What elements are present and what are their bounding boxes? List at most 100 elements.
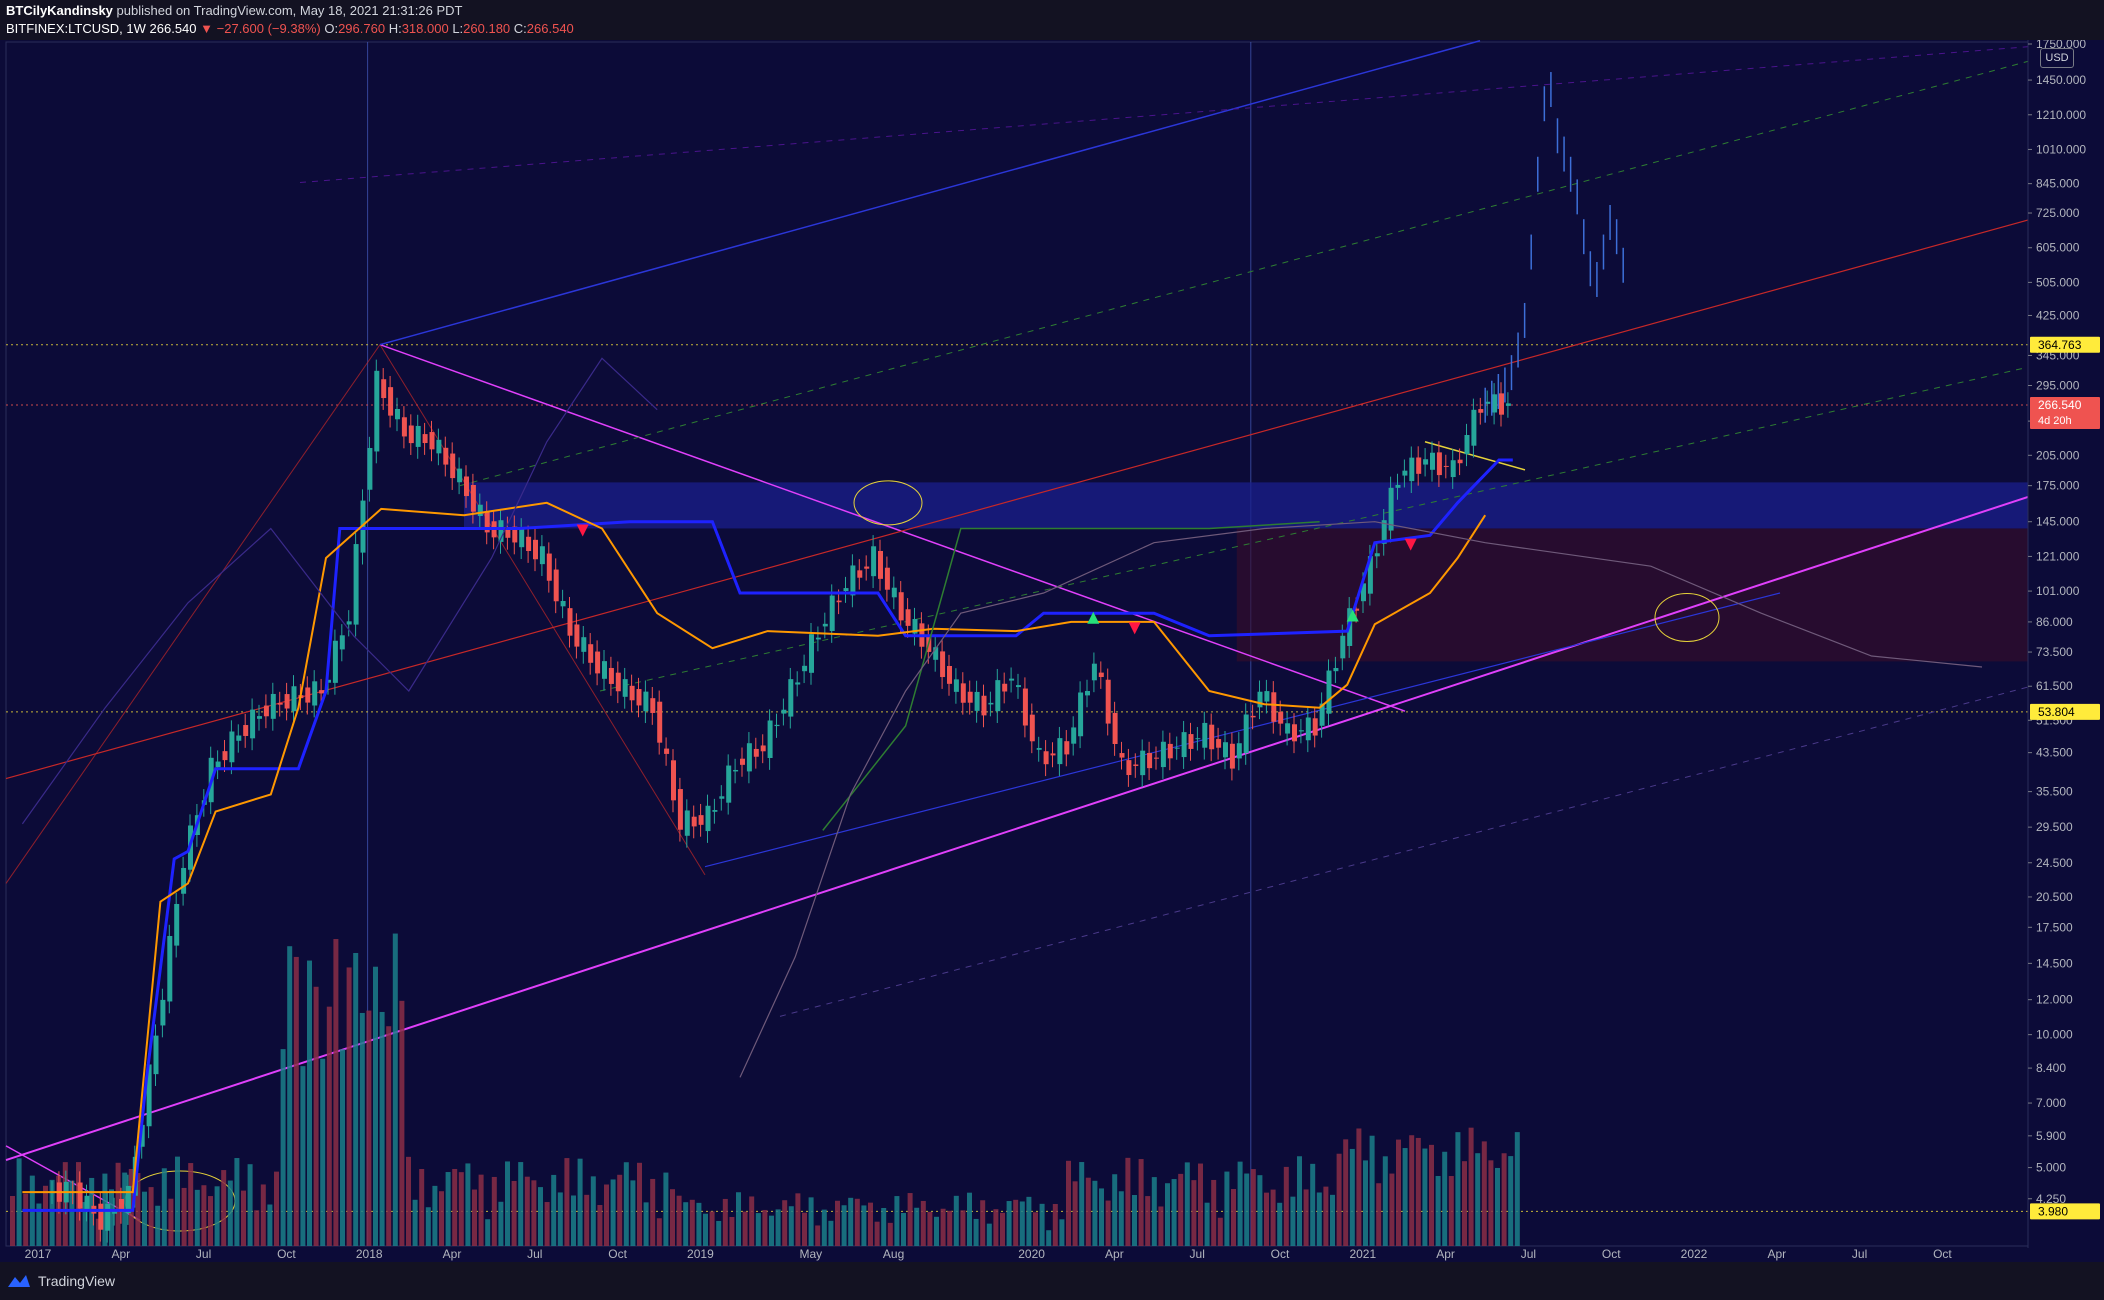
candle-body[interactable] bbox=[1078, 692, 1084, 737]
candle-body[interactable] bbox=[553, 569, 559, 602]
candle-body[interactable] bbox=[857, 570, 863, 578]
candle-body[interactable] bbox=[1457, 459, 1463, 464]
candle-body[interactable] bbox=[1361, 583, 1366, 602]
candle-body[interactable] bbox=[795, 682, 801, 685]
candle-body[interactable] bbox=[905, 609, 911, 626]
candle-body[interactable] bbox=[1450, 460, 1456, 478]
price-axis[interactable]: 1750.000 1450.000 1210.000 1010.000 845.000 7… bbox=[2027, 40, 2104, 1262]
candle-body[interactable] bbox=[629, 685, 635, 701]
candle-body[interactable] bbox=[374, 370, 380, 452]
candle-body[interactable] bbox=[1133, 764, 1139, 766]
price-level-badge[interactable]: 3.980 bbox=[2030, 1203, 2100, 1220]
author-name[interactable]: BTCilyKandinsky bbox=[6, 3, 113, 18]
price-level-badge[interactable]: 53.804 bbox=[2030, 703, 2100, 720]
candle-body[interactable] bbox=[588, 644, 594, 663]
candle-body[interactable] bbox=[291, 686, 297, 712]
candle-body[interactable] bbox=[222, 751, 228, 761]
candle-body[interactable] bbox=[815, 637, 821, 640]
candle-body[interactable] bbox=[84, 1195, 90, 1210]
candle-body[interactable] bbox=[105, 1203, 111, 1231]
candle-body[interactable] bbox=[312, 681, 318, 706]
candle-body[interactable] bbox=[181, 867, 187, 894]
candle-body[interactable] bbox=[1388, 487, 1394, 531]
candle-body[interactable] bbox=[546, 553, 552, 581]
candle-body[interactable] bbox=[498, 520, 504, 542]
candle-body[interactable] bbox=[657, 701, 663, 743]
candle-body[interactable] bbox=[1402, 470, 1408, 476]
candle-body[interactable] bbox=[1367, 556, 1373, 594]
candle-body[interactable] bbox=[1278, 711, 1284, 724]
price-level-badge[interactable]: 364.763 bbox=[2030, 336, 2100, 353]
candle-body[interactable] bbox=[1119, 753, 1125, 758]
candle-body[interactable] bbox=[1423, 459, 1429, 465]
candle-body[interactable] bbox=[1374, 553, 1380, 557]
candle-body[interactable] bbox=[671, 760, 676, 801]
candle-body[interactable] bbox=[698, 815, 704, 825]
candle-body[interactable] bbox=[464, 476, 469, 497]
candle-body[interactable] bbox=[1071, 727, 1077, 744]
candle-body[interactable] bbox=[726, 765, 732, 803]
candle-body[interactable] bbox=[450, 453, 456, 479]
candle-body[interactable] bbox=[1250, 715, 1256, 718]
candle-body[interactable] bbox=[1264, 691, 1270, 702]
candle-body[interactable] bbox=[643, 691, 649, 712]
candle-body[interactable] bbox=[1009, 678, 1015, 681]
candle-body[interactable] bbox=[1036, 747, 1042, 750]
candle-body[interactable] bbox=[712, 810, 718, 812]
candle-body[interactable] bbox=[1319, 703, 1325, 726]
candle-body[interactable] bbox=[139, 1124, 145, 1147]
candle-body[interactable] bbox=[1312, 718, 1318, 736]
candle-body[interactable] bbox=[477, 504, 483, 517]
candle-body[interactable] bbox=[332, 640, 338, 683]
candle-body[interactable] bbox=[360, 500, 366, 553]
candle-body[interactable] bbox=[1236, 743, 1242, 759]
candle-body[interactable] bbox=[146, 1064, 152, 1127]
time-axis[interactable]: 2017 Apr Jul Oct 2018 Apr Jul Oct 2019 May Aug 2020… bbox=[0, 1247, 2104, 1262]
candle-body[interactable] bbox=[1229, 743, 1235, 769]
candle-body[interactable] bbox=[263, 705, 269, 717]
candle-body[interactable] bbox=[1223, 742, 1228, 758]
candle-body[interactable] bbox=[229, 731, 235, 763]
candle-body[interactable] bbox=[1209, 724, 1215, 750]
candle-body[interactable] bbox=[346, 621, 352, 625]
candle-body[interactable] bbox=[1285, 723, 1291, 734]
candle-body[interactable] bbox=[1471, 409, 1477, 446]
candle-body[interactable] bbox=[802, 665, 808, 672]
candle-body[interactable] bbox=[719, 796, 725, 799]
candle-body[interactable] bbox=[1188, 734, 1194, 749]
candle-body[interactable] bbox=[1492, 394, 1498, 413]
candle-body[interactable] bbox=[1085, 690, 1090, 696]
candle-body[interactable] bbox=[1326, 670, 1332, 714]
current-price-badge[interactable]: 266.540 4d 20h bbox=[2030, 396, 2100, 429]
candle-body[interactable] bbox=[891, 587, 897, 598]
price-chart[interactable]: 1750.000 1450.000 1210.000 1010.000 845.000 7… bbox=[0, 40, 2104, 1262]
candle-body[interactable] bbox=[1154, 757, 1159, 759]
candle-body[interactable] bbox=[1167, 743, 1173, 759]
candle-body[interactable] bbox=[1064, 741, 1070, 755]
candle-body[interactable] bbox=[878, 550, 883, 579]
candle-body[interactable] bbox=[415, 425, 421, 447]
candle-body[interactable] bbox=[1505, 403, 1511, 406]
candle-body[interactable] bbox=[367, 448, 373, 490]
candle-body[interactable] bbox=[602, 661, 607, 679]
candle-body[interactable] bbox=[388, 387, 394, 416]
candle-body[interactable] bbox=[1202, 722, 1208, 748]
candle-body[interactable] bbox=[767, 720, 773, 758]
candle-body[interactable] bbox=[836, 600, 842, 603]
candle-body[interactable] bbox=[1257, 691, 1263, 708]
candle-body[interactable] bbox=[574, 624, 580, 647]
candle-body[interactable] bbox=[829, 595, 835, 631]
candle-body[interactable] bbox=[733, 769, 739, 772]
candle-body[interactable] bbox=[1043, 751, 1049, 765]
candle-body[interactable] bbox=[533, 539, 538, 560]
tradingview-logo[interactable]: TradingView bbox=[6, 1271, 115, 1291]
candle-body[interactable] bbox=[677, 789, 683, 830]
candle-body[interactable] bbox=[740, 758, 745, 765]
candle-body[interactable] bbox=[353, 544, 359, 625]
candle-body[interactable] bbox=[270, 693, 276, 719]
candle-body[interactable] bbox=[167, 935, 173, 1002]
candle-body[interactable] bbox=[1271, 692, 1277, 722]
candle-body[interactable] bbox=[608, 667, 614, 684]
candle-body[interactable] bbox=[1181, 732, 1187, 758]
candle-body[interactable] bbox=[77, 1182, 83, 1209]
